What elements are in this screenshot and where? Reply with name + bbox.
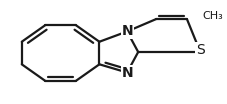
Text: S: S — [195, 43, 204, 57]
Text: N: N — [121, 24, 132, 38]
Text: CH₃: CH₃ — [202, 11, 222, 21]
Text: N: N — [121, 66, 132, 80]
